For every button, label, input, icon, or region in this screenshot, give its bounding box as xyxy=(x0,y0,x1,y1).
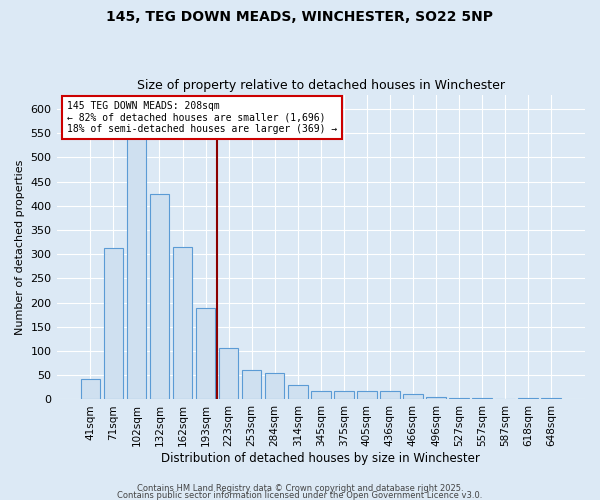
Bar xyxy=(403,394,423,400)
Bar xyxy=(196,308,215,400)
Bar xyxy=(80,379,100,400)
Bar xyxy=(127,131,146,400)
Text: Contains public sector information licensed under the Open Government Licence v3: Contains public sector information licen… xyxy=(118,492,482,500)
Bar xyxy=(334,391,353,400)
Text: Contains HM Land Registry data © Crown copyright and database right 2025.: Contains HM Land Registry data © Crown c… xyxy=(137,484,463,493)
Bar xyxy=(173,247,193,400)
Bar xyxy=(288,385,308,400)
Bar xyxy=(449,398,469,400)
Bar xyxy=(357,390,377,400)
Bar xyxy=(518,398,538,400)
Title: Size of property relative to detached houses in Winchester: Size of property relative to detached ho… xyxy=(137,79,505,92)
Bar xyxy=(426,397,446,400)
Text: 145 TEG DOWN MEADS: 208sqm
← 82% of detached houses are smaller (1,696)
18% of s: 145 TEG DOWN MEADS: 208sqm ← 82% of deta… xyxy=(67,100,337,134)
Bar xyxy=(265,373,284,400)
Bar xyxy=(311,391,331,400)
Bar xyxy=(219,348,238,400)
Text: 145, TEG DOWN MEADS, WINCHESTER, SO22 5NP: 145, TEG DOWN MEADS, WINCHESTER, SO22 5N… xyxy=(107,10,493,24)
Bar xyxy=(380,390,400,400)
Bar xyxy=(242,370,262,400)
Bar xyxy=(541,398,561,400)
Y-axis label: Number of detached properties: Number of detached properties xyxy=(15,160,25,334)
Bar xyxy=(472,398,492,400)
Bar xyxy=(149,194,169,400)
Bar xyxy=(104,248,123,400)
X-axis label: Distribution of detached houses by size in Winchester: Distribution of detached houses by size … xyxy=(161,452,480,465)
